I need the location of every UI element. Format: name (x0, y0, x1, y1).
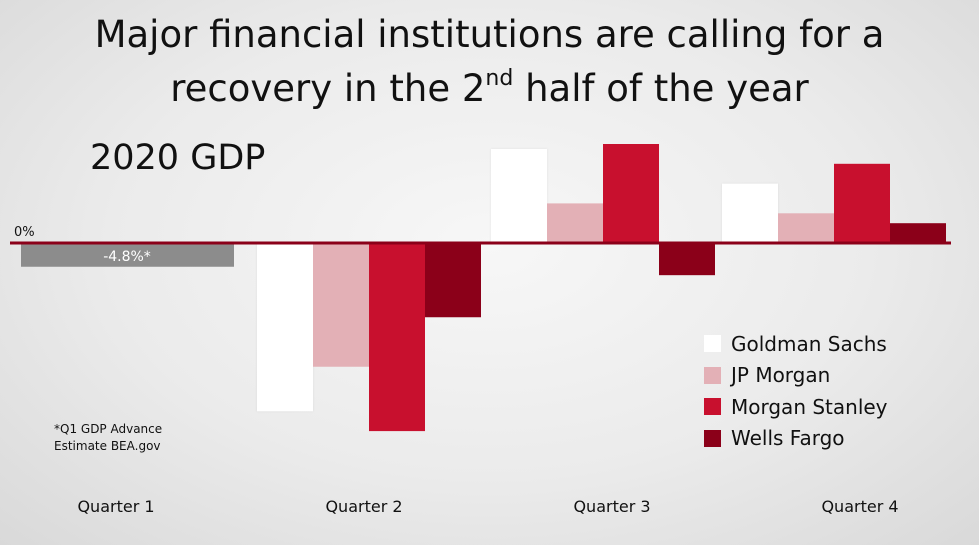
bar-jp-morgan-q4 (778, 213, 834, 243)
legend-item: Wells Fargo (704, 423, 888, 455)
bar-jp-morgan-q3 (547, 203, 603, 243)
legend-swatch (704, 429, 721, 447)
footnote: *Q1 GDP Advance Estimate BEA.gov (54, 421, 194, 455)
legend-swatch (704, 366, 721, 384)
legend-item: Goldman Sachs (704, 328, 888, 360)
q1-actual-label: -4.8%* (103, 249, 151, 265)
headline-line-2-start: recovery in the 2 (170, 67, 486, 110)
bar-wells-fargo-q2 (425, 243, 481, 318)
legend-label: Goldman Sachs (731, 331, 887, 356)
q1-actual-bar (21, 243, 234, 267)
legend-label: JP Morgan (731, 363, 831, 388)
headline-line-2-end: half of the year (513, 67, 809, 110)
category-label-q2: Quarter 2 (325, 497, 402, 516)
legend-item: Morgan Stanley (704, 391, 888, 423)
legend-swatch (704, 398, 721, 416)
category-label-q1: Quarter 1 (77, 497, 154, 516)
category-label-q4: Quarter 4 (821, 497, 898, 516)
headline-line-1: Major financial institutions are calling… (94, 13, 885, 56)
legend-item: JP Morgan (704, 360, 888, 392)
bar-morgan-stanley-q3 (603, 144, 659, 243)
chart-headline: Major financial institutions are calling… (0, 8, 979, 122)
bar-goldman-sachs-q3 (491, 148, 547, 243)
bar-morgan-stanley-q4 (834, 163, 890, 243)
category-label-q3: Quarter 3 (573, 497, 650, 516)
bar-morgan-stanley-q2 (369, 243, 425, 432)
bar-wells-fargo-q4 (890, 223, 946, 243)
zero-percent-label: 0% (14, 225, 35, 240)
legend-label: Morgan Stanley (731, 394, 888, 419)
bar-goldman-sachs-q2 (257, 243, 313, 412)
footnote-line-2: Estimate BEA.gov (54, 439, 161, 453)
bar-jp-morgan-q2 (313, 243, 369, 367)
bar-wells-fargo-q3 (659, 243, 715, 276)
headline-line-2: recovery in the 2nd half of the year (0, 62, 979, 122)
legend-swatch (704, 335, 721, 353)
legend-label: Wells Fargo (731, 426, 845, 451)
chart-title: 2020 GDP (90, 138, 266, 178)
chart-legend: Goldman Sachs JP Morgan Morgan Stanley Well… (704, 328, 888, 454)
bar-goldman-sachs-q4 (722, 183, 778, 243)
footnote-line-1: *Q1 GDP Advance (54, 422, 163, 436)
headline-ordinal-suffix: nd (485, 66, 514, 91)
